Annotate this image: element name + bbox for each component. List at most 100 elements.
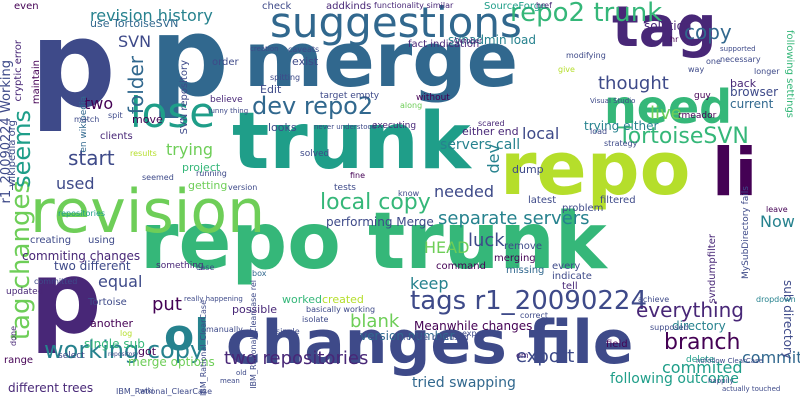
cloud-word: match [74,115,100,124]
cloud-word: browser [730,85,779,99]
cloud-word: filtered [600,195,636,206]
cloud-word: cryptic error [13,40,24,102]
cloud-word: following settings [784,30,795,119]
cloud-word: correct [520,311,549,320]
cloud-word: missing [506,265,545,276]
cloud-word: running [196,169,227,178]
cloud-word: separate servers [438,208,590,229]
cloud-word: wikipedia org [7,120,18,187]
cloud-word: Meanwhile changes [414,319,533,333]
cloud-word: trying either [584,119,659,133]
cloud-word: p [30,239,102,356]
cloud-word: provide [398,333,429,342]
cloud-word: local [522,124,560,143]
cloud-word: done [9,326,18,346]
cloud-word: executing [372,121,417,131]
cloud-word: blank [350,311,400,332]
cloud-word: li [712,134,758,211]
cloud-word: range [4,355,34,366]
cloud-word: working copy [44,336,205,364]
cloud-word: old [236,369,247,377]
cloud-word: en wikipedia [79,96,89,153]
cloud-word: merge options [128,355,215,369]
cloud-word: live [650,103,682,124]
cloud-word: order [212,57,239,68]
cloud-word: select [58,351,85,361]
cloud-word: two different [54,259,131,273]
cloud-word: guy [694,91,711,101]
cloud-word: created [322,293,364,306]
cloud-word: IBM_Rational_ClearCase [199,300,208,396]
cloud-word: seemed [142,173,174,182]
cloud-word: directory [672,319,726,333]
cloud-word: dev repo2 [252,92,374,120]
cloud-word: dropdown [756,295,796,304]
cloud-word: know [398,189,420,198]
cloud-word: tried swapping [412,375,516,391]
cloud-word: single [276,327,300,336]
cloud-word: href [536,1,552,10]
cloud-word: wiki [140,387,154,395]
cloud-word: one [706,57,721,66]
cloud-word: log [120,329,133,338]
cloud-word: looks [268,121,297,134]
cloud-word: folder [124,56,148,115]
cloud-word: modifying [566,51,606,60]
cloud-word: funny thing [208,107,249,115]
cloud-word: results [130,149,157,158]
cloud-word: way [688,65,705,74]
cloud-word: strategy [604,139,638,148]
cloud-word: SVN [118,32,152,51]
cloud-word: expected [462,329,500,338]
cloud-word: nofollow ClearCase [696,357,764,365]
cloud-word: worked [282,293,322,306]
cloud-word: longer [754,67,780,76]
cloud-word: maintain [31,60,42,105]
cloud-word: caveats [288,45,320,54]
cloud-word: actually touched [722,385,781,393]
cloud-word: single sub [84,337,145,351]
cloud-word: possible [232,303,278,316]
cloud-word: repositories [58,209,106,218]
cloud-word: supposed [650,323,689,332]
cloud-word: box [252,269,267,278]
cloud-word: indicate [552,271,592,282]
cloud-word: project [182,161,221,174]
cloud-word: supported [720,45,756,53]
cloud-word: move [132,113,163,126]
cloud-word: scared [478,119,505,128]
cloud-word: confused [432,333,469,342]
cloud-word: Visual Studio [590,97,636,105]
cloud-word: thought [598,73,669,94]
cloud-word: updated [6,287,44,297]
cloud-word: version number [360,329,455,343]
cloud-word: ol [164,310,210,361]
cloud-word: servers call [440,137,521,153]
cloud-word: suggestions [270,0,522,47]
cloud-word: every [552,261,581,272]
cloud-word: latest [528,195,557,206]
cloud-word: remove [504,241,542,252]
cloud-word: used [56,174,95,193]
cloud-word: without [416,93,450,103]
cloud-word: equal [98,272,143,291]
cloud-word: check [262,1,292,12]
cloud-word: local copy [320,190,431,215]
cloud-word: needed [434,182,494,201]
cloud-word: tests [334,183,356,193]
cloud-word: p [30,0,116,135]
cloud-word: solved [300,149,330,159]
cloud-word: tags r1_20090224 [410,286,648,316]
cloud-word: copy [684,20,732,44]
cloud-word: version [228,183,258,192]
cloud-word: field [606,339,628,350]
cloud-word: repo [500,126,691,212]
cloud-word: something [156,261,204,271]
cloud-word: problem [562,203,604,214]
cloud-word: lose [130,88,216,137]
cloud-word: even [14,1,39,12]
cloud-word: manually [206,325,243,334]
cloud-word: October [454,37,483,45]
cloud-word: repo2 trunk [510,0,663,28]
